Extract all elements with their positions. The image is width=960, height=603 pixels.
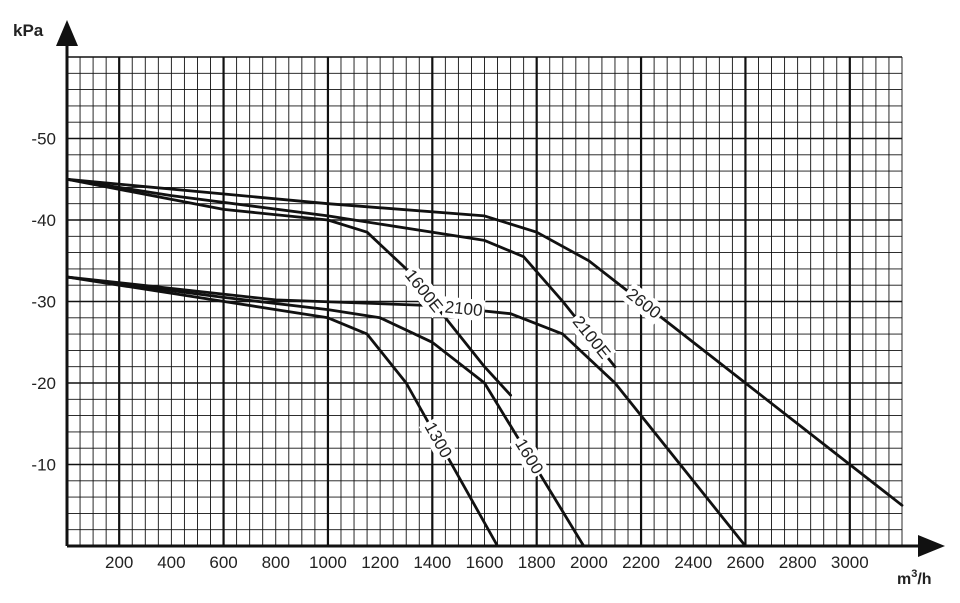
x-tick-label: 3000 bbox=[831, 553, 869, 572]
curve-label-1600E: 1600E bbox=[401, 266, 447, 316]
x-tick-label: 1800 bbox=[518, 553, 556, 572]
series-line-2600 bbox=[65, 177, 904, 507]
x-axis-label-tail: /h bbox=[917, 571, 931, 588]
x-tick-label: 1600 bbox=[466, 553, 504, 572]
series-line-1600E bbox=[65, 177, 513, 397]
curve-label-group-2100: 2100 bbox=[441, 296, 486, 322]
curve-label-background bbox=[398, 263, 449, 319]
curve-label-background bbox=[418, 416, 458, 464]
x-tick-label: 1200 bbox=[361, 553, 399, 572]
curve-label-group-1300: 1300 bbox=[418, 416, 458, 464]
x-tick-label: 2000 bbox=[570, 553, 608, 572]
series-line-1300 bbox=[65, 275, 499, 548]
x-tick-label: 2600 bbox=[727, 553, 765, 572]
x-tick-label: 2800 bbox=[779, 553, 817, 572]
curve-label-group-1600: 1600 bbox=[509, 433, 549, 480]
series-line-2100 bbox=[65, 275, 747, 548]
x-tick-label: 1400 bbox=[413, 553, 451, 572]
y-tick-label: -40 bbox=[31, 211, 56, 230]
x-tick-label: 800 bbox=[262, 553, 290, 572]
y-axis-label: kPa bbox=[13, 21, 44, 40]
curve-label-background bbox=[509, 433, 549, 480]
tick-label-layer: 200 400 600 800 1000 1200 1400 1600 1800 2000 2200… bbox=[31, 130, 868, 573]
y-tick-label: -30 bbox=[31, 293, 56, 312]
x-axis-label-sup: 3 bbox=[911, 568, 917, 580]
y-tick-label: -50 bbox=[31, 130, 56, 149]
y-tick-label: -20 bbox=[31, 374, 56, 393]
curve-label-background bbox=[566, 310, 617, 365]
curve-label-2100: 2100 bbox=[444, 297, 484, 320]
series-line-2100E bbox=[65, 177, 617, 369]
curve-label-background bbox=[620, 282, 667, 325]
x-tick-label: 2400 bbox=[674, 553, 712, 572]
x-axis-label: m3/h bbox=[897, 568, 932, 588]
x-tick-label: 1000 bbox=[309, 553, 347, 572]
curve-label-1300: 1300 bbox=[421, 419, 456, 461]
x-tick-label: 2200 bbox=[622, 553, 660, 572]
series-layer bbox=[65, 177, 904, 548]
x-tick-label: 200 bbox=[105, 553, 133, 572]
curve-label-background bbox=[441, 296, 486, 322]
chart-axes bbox=[56, 20, 945, 557]
x-tick-label: 400 bbox=[157, 553, 185, 572]
curve-label-group-2100E: 2100E bbox=[566, 310, 617, 365]
x-axis-label-base: m bbox=[897, 571, 911, 588]
x-tick-label: 600 bbox=[209, 553, 237, 572]
y-axis-arrow-icon bbox=[56, 20, 78, 46]
x-axis-arrow-icon bbox=[918, 535, 945, 557]
series-line-1600 bbox=[65, 275, 586, 548]
y-tick-label: -10 bbox=[31, 456, 56, 475]
